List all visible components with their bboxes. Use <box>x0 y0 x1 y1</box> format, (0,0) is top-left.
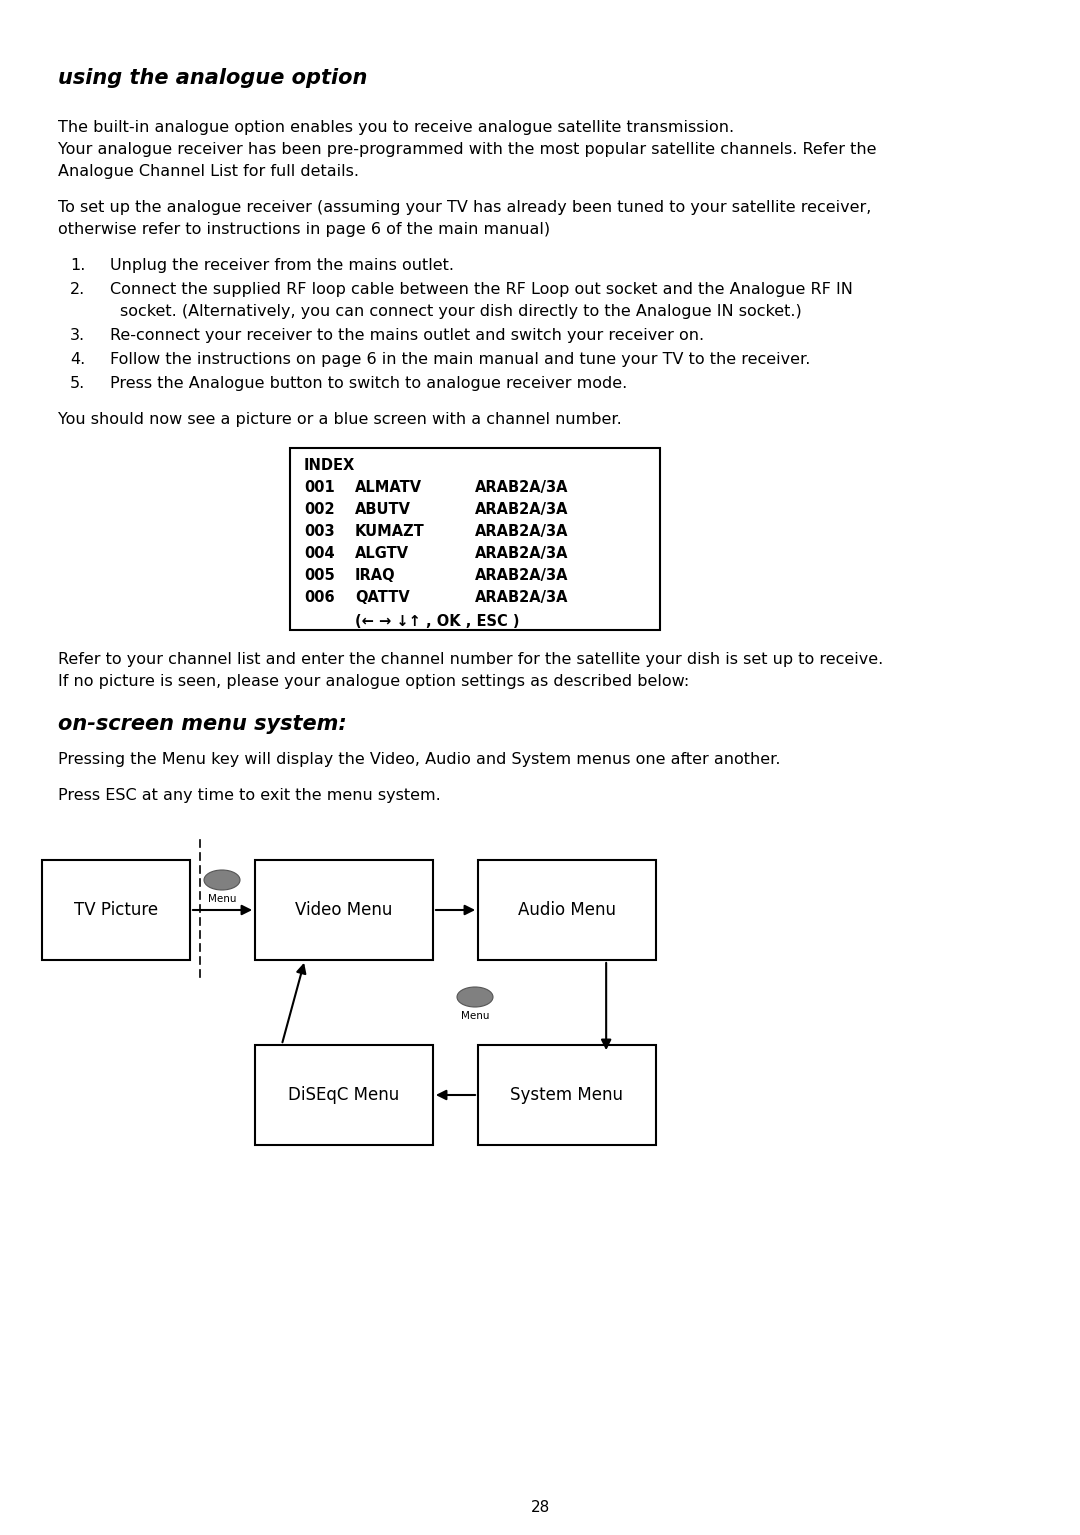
Text: Menu: Menu <box>461 1012 489 1021</box>
Text: QATTV: QATTV <box>355 589 409 605</box>
Text: 1.: 1. <box>70 258 85 273</box>
Text: Unplug the receiver from the mains outlet.: Unplug the receiver from the mains outle… <box>110 258 454 273</box>
FancyBboxPatch shape <box>291 448 660 629</box>
Ellipse shape <box>457 987 492 1007</box>
Text: ARAB2A/3A: ARAB2A/3A <box>475 480 568 494</box>
Text: on-screen menu system:: on-screen menu system: <box>58 714 347 734</box>
Text: You should now see a picture or a blue screen with a channel number.: You should now see a picture or a blue s… <box>58 411 622 427</box>
Text: Refer to your channel list and enter the channel number for the satellite your d: Refer to your channel list and enter the… <box>58 652 883 668</box>
Text: Connect the supplied RF loop cable between the RF Loop out socket and the Analog: Connect the supplied RF loop cable betwe… <box>110 282 853 296</box>
Text: TV Picture: TV Picture <box>73 901 158 919</box>
Text: Press the Analogue button to switch to analogue receiver mode.: Press the Analogue button to switch to a… <box>110 376 627 391</box>
Text: (← → ↓↑ , OK , ESC ): (← → ↓↑ , OK , ESC ) <box>355 614 519 629</box>
Text: ALMATV: ALMATV <box>355 480 422 494</box>
Text: Menu: Menu <box>207 893 237 904</box>
Text: otherwise refer to instructions in page 6 of the main manual): otherwise refer to instructions in page … <box>58 223 550 236</box>
Text: Press ESC at any time to exit the menu system.: Press ESC at any time to exit the menu s… <box>58 787 441 803</box>
Text: 4.: 4. <box>70 352 85 367</box>
FancyBboxPatch shape <box>255 1045 433 1145</box>
Text: System Menu: System Menu <box>511 1085 623 1104</box>
Text: 006: 006 <box>303 589 335 605</box>
Text: using the analogue option: using the analogue option <box>58 68 367 87</box>
Text: ARAB2A/3A: ARAB2A/3A <box>475 523 568 539</box>
Text: 28: 28 <box>530 1500 550 1515</box>
Text: 004: 004 <box>303 546 335 560</box>
Text: 5.: 5. <box>70 376 85 391</box>
Text: ARAB2A/3A: ARAB2A/3A <box>475 568 568 583</box>
Text: Your analogue receiver has been pre-programmed with the most popular satellite c: Your analogue receiver has been pre-prog… <box>58 143 877 157</box>
Text: 003: 003 <box>303 523 335 539</box>
Text: Audio Menu: Audio Menu <box>518 901 616 919</box>
Text: Video Menu: Video Menu <box>295 901 393 919</box>
Text: If no picture is seen, please your analogue option settings as described below:: If no picture is seen, please your analo… <box>58 674 689 689</box>
Text: Re-connect your receiver to the mains outlet and switch your receiver on.: Re-connect your receiver to the mains ou… <box>110 328 704 342</box>
FancyBboxPatch shape <box>478 860 656 959</box>
Text: ABUTV: ABUTV <box>355 502 411 517</box>
Text: IRAQ: IRAQ <box>355 568 395 583</box>
Text: Analogue Channel List for full details.: Analogue Channel List for full details. <box>58 164 359 180</box>
Text: ARAB2A/3A: ARAB2A/3A <box>475 546 568 560</box>
Text: DiSEqC Menu: DiSEqC Menu <box>288 1085 400 1104</box>
Text: The built-in analogue option enables you to receive analogue satellite transmiss: The built-in analogue option enables you… <box>58 120 734 135</box>
Text: INDEX: INDEX <box>303 457 355 473</box>
Text: ARAB2A/3A: ARAB2A/3A <box>475 502 568 517</box>
Ellipse shape <box>204 870 240 890</box>
Text: 002: 002 <box>303 502 335 517</box>
Text: Follow the instructions on page 6 in the main manual and tune your TV to the rec: Follow the instructions on page 6 in the… <box>110 352 810 367</box>
Text: Pressing the Menu key will display the Video, Audio and System menus one after a: Pressing the Menu key will display the V… <box>58 752 781 768</box>
FancyBboxPatch shape <box>42 860 190 959</box>
Text: ALGTV: ALGTV <box>355 546 409 560</box>
Text: 005: 005 <box>303 568 335 583</box>
Text: 3.: 3. <box>70 328 85 342</box>
FancyBboxPatch shape <box>478 1045 656 1145</box>
Text: To set up the analogue receiver (assuming your TV has already been tuned to your: To set up the analogue receiver (assumin… <box>58 200 872 215</box>
FancyBboxPatch shape <box>255 860 433 959</box>
Text: 2.: 2. <box>70 282 85 296</box>
Text: KUMAZT: KUMAZT <box>355 523 424 539</box>
Text: ARAB2A/3A: ARAB2A/3A <box>475 589 568 605</box>
Text: 001: 001 <box>303 480 335 494</box>
Text: socket. (Alternatively, you can connect your dish directly to the Analogue IN so: socket. (Alternatively, you can connect … <box>120 304 801 319</box>
